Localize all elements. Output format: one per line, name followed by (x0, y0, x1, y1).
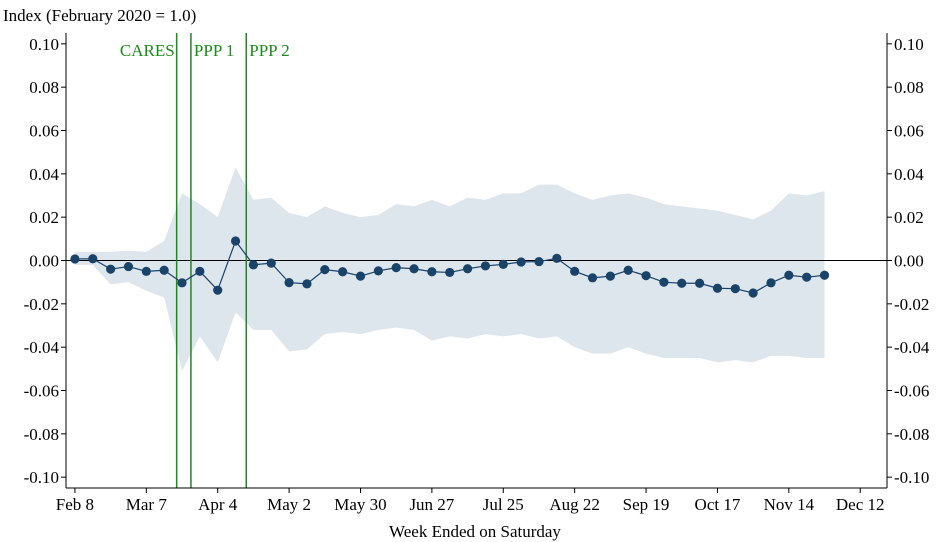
annotation-label-1: PPP 1 (194, 41, 234, 60)
data-point (659, 277, 669, 287)
data-point (552, 253, 562, 263)
chart-title: Index (February 2020 = 1.0) (3, 6, 196, 25)
data-point (70, 254, 80, 264)
y-tick-label-right: -0.02 (894, 295, 929, 314)
data-point (195, 266, 205, 276)
data-point (88, 254, 98, 264)
y-tick-label-left: -0.08 (24, 425, 59, 444)
x-tick-label: Sep 19 (623, 495, 670, 514)
y-tick-label-right: 0.10 (894, 35, 924, 54)
data-point (784, 270, 794, 280)
annotation-label-0: CARES (120, 41, 175, 60)
annotation-label-2: PPP 2 (249, 41, 289, 60)
y-tick-label-right: 0.06 (894, 122, 924, 141)
data-point (177, 278, 187, 288)
series-layer (70, 236, 830, 298)
y-tick-label-right: -0.04 (894, 338, 930, 357)
data-point (641, 271, 651, 281)
data-point (445, 267, 455, 278)
y-tick-label-left: -0.04 (24, 338, 60, 357)
data-point (248, 260, 259, 270)
x-tick-label: Dec 12 (836, 495, 885, 514)
data-point (730, 284, 740, 294)
y-tick-label-left: 0.00 (29, 252, 59, 271)
y-tick-label-left: -0.02 (24, 295, 59, 314)
x-tick-label: Jul 25 (483, 495, 524, 514)
x-tick-label: May 2 (267, 495, 311, 514)
y-tick-label-left: 0.02 (29, 208, 59, 227)
y-tick-label-right: -0.10 (894, 468, 929, 487)
data-point (748, 288, 758, 298)
x-tick-label: May 30 (334, 495, 386, 514)
data-point (462, 264, 473, 274)
axes-layer: 0.10 0.10 0.08 0.08 0.06 0.06 0.04 0.04 0.02 0.02… (24, 33, 930, 514)
y-tick-label-left: 0.04 (29, 165, 59, 184)
y-tick-label-right: -0.06 (894, 382, 929, 401)
x-axis-label: Week Ended on Saturday (389, 522, 561, 541)
y-tick-label-right: -0.08 (894, 425, 929, 444)
y-tick-label-right: 0.00 (894, 252, 924, 271)
data-point (373, 266, 383, 276)
y-tick-label-right: 0.08 (894, 78, 924, 97)
data-point (213, 285, 223, 295)
x-tick-label: Aug 22 (549, 495, 600, 514)
x-tick-label: Oct 17 (695, 495, 741, 514)
x-tick-label: Mar 7 (126, 495, 168, 514)
data-point (819, 270, 830, 280)
annotation-layer: CARES PPP 1 PPP 2 (120, 33, 290, 488)
data-point (409, 264, 419, 274)
data-point (230, 236, 241, 246)
data-point (141, 266, 151, 276)
data-point (320, 265, 330, 275)
data-point (355, 271, 366, 281)
data-point (802, 272, 812, 282)
data-point (570, 266, 580, 276)
data-point (498, 259, 508, 269)
data-point (480, 261, 491, 271)
data-point (516, 257, 526, 267)
data-point (534, 256, 544, 267)
data-point (587, 273, 598, 283)
data-point (623, 265, 633, 275)
data-point (605, 271, 615, 281)
data-point (338, 267, 348, 277)
data-point (694, 278, 705, 288)
data-point (391, 263, 401, 273)
data-point (302, 279, 312, 289)
data-point (159, 265, 169, 275)
y-tick-label-left: 0.08 (29, 78, 59, 97)
y-tick-label-right: 0.02 (894, 208, 924, 227)
y-tick-label-left: -0.10 (24, 468, 59, 487)
x-tick-label: Jun 27 (409, 495, 454, 514)
data-point (712, 283, 723, 293)
data-point (284, 278, 294, 288)
data-point (266, 258, 276, 268)
y-tick-label-left: 0.06 (29, 122, 59, 141)
y-tick-label-left: 0.10 (29, 35, 59, 54)
data-point (766, 278, 776, 288)
y-tick-label-right: 0.04 (894, 165, 924, 184)
data-point (677, 278, 687, 288)
data-point (427, 267, 437, 277)
x-tick-label: Nov 14 (764, 495, 815, 514)
y-tick-label-left: -0.06 (24, 382, 59, 401)
data-point (106, 264, 116, 274)
x-tick-label: Apr 4 (198, 495, 238, 514)
x-tick-label: Feb 8 (56, 495, 94, 514)
data-point (123, 261, 134, 272)
